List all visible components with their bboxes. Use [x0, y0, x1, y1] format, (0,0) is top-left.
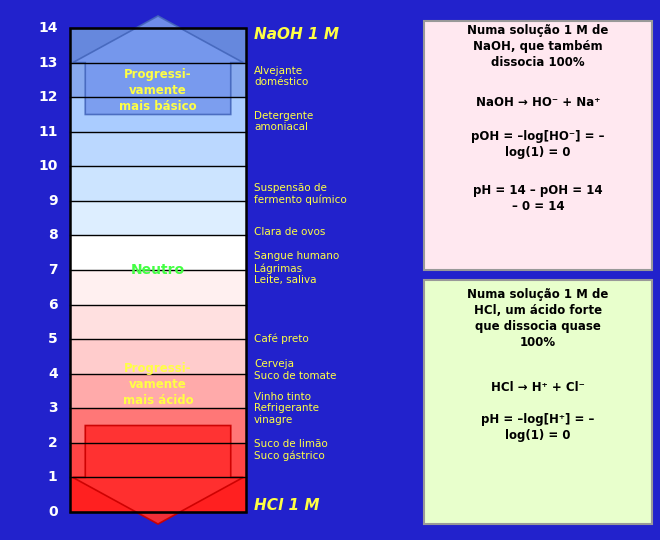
Text: Clara de ovos: Clara de ovos: [254, 227, 325, 237]
Text: 12: 12: [38, 90, 57, 104]
Polygon shape: [73, 16, 244, 114]
Text: HCl → H⁺ + Cl⁻: HCl → H⁺ + Cl⁻: [491, 381, 585, 394]
Text: 3: 3: [48, 401, 57, 415]
Text: 5: 5: [48, 332, 57, 346]
Text: Café preto: Café preto: [254, 334, 309, 345]
Bar: [70, 97, 246, 132]
Polygon shape: [73, 426, 244, 524]
Bar: [70, 374, 246, 408]
Text: Suco de limão
Suco gástrico: Suco de limão Suco gástrico: [254, 438, 328, 461]
Text: 2: 2: [48, 436, 57, 450]
Text: NaOH → HO⁻ + Na⁺: NaOH → HO⁻ + Na⁺: [476, 96, 600, 109]
Text: Progressi-
vamente
mais básico: Progressi- vamente mais básico: [119, 68, 197, 113]
Text: NaOH 1 M: NaOH 1 M: [254, 28, 339, 43]
Text: Cerveja
Suco de tomate: Cerveja Suco de tomate: [254, 360, 337, 381]
Text: 13: 13: [38, 56, 57, 70]
Text: 7: 7: [48, 263, 57, 277]
Bar: [70, 235, 246, 270]
Bar: [70, 166, 246, 201]
Bar: [70, 305, 246, 339]
Text: Vinho tinto
Refrigerante
vinagre: Vinho tinto Refrigerante vinagre: [254, 392, 319, 425]
Bar: [70, 339, 246, 374]
Text: pH = –log[H⁺] = –
log(1) = 0: pH = –log[H⁺] = – log(1) = 0: [481, 413, 595, 442]
Bar: [70, 28, 246, 512]
Text: Suspensão de
fermento químico: Suspensão de fermento químico: [254, 183, 347, 205]
Text: Progressi-
vamente
mais ácido: Progressi- vamente mais ácido: [123, 362, 193, 407]
FancyBboxPatch shape: [424, 280, 652, 524]
Text: HCl 1 M: HCl 1 M: [254, 497, 319, 512]
Bar: [70, 132, 246, 166]
Text: 14: 14: [38, 21, 57, 35]
Text: 9: 9: [48, 194, 57, 208]
Text: Detergente
amoniacal: Detergente amoniacal: [254, 111, 314, 132]
Text: 11: 11: [38, 125, 57, 139]
Bar: [70, 28, 246, 63]
Text: Numa solução 1 M de
HCl, um ácido forte
que dissocia quase
100%: Numa solução 1 M de HCl, um ácido forte …: [467, 288, 609, 349]
Text: 10: 10: [38, 159, 57, 173]
Text: 8: 8: [48, 228, 57, 242]
Text: pOH = –log[HO⁻] = –
log(1) = 0: pOH = –log[HO⁻] = – log(1) = 0: [471, 130, 605, 159]
FancyBboxPatch shape: [424, 21, 652, 270]
Bar: [70, 201, 246, 235]
Text: 6: 6: [48, 298, 57, 312]
Text: 0: 0: [48, 505, 57, 519]
Text: Neutro: Neutro: [131, 263, 185, 277]
Text: 1: 1: [48, 470, 57, 484]
Text: 4: 4: [48, 367, 57, 381]
Bar: [70, 443, 246, 477]
Bar: [70, 408, 246, 443]
Text: Sangue humano
Lágrimas
Leite, saliva: Sangue humano Lágrimas Leite, saliva: [254, 252, 339, 285]
Text: pH = 14 – pOH = 14
– 0 = 14: pH = 14 – pOH = 14 – 0 = 14: [473, 185, 603, 213]
Bar: [70, 270, 246, 305]
Text: Numa solução 1 M de
NaOH, que também
dissocia 100%: Numa solução 1 M de NaOH, que também dis…: [467, 24, 609, 69]
Bar: [70, 477, 246, 512]
Text: Alvejante
doméstico: Alvejante doméstico: [254, 66, 308, 87]
Bar: [70, 63, 246, 97]
